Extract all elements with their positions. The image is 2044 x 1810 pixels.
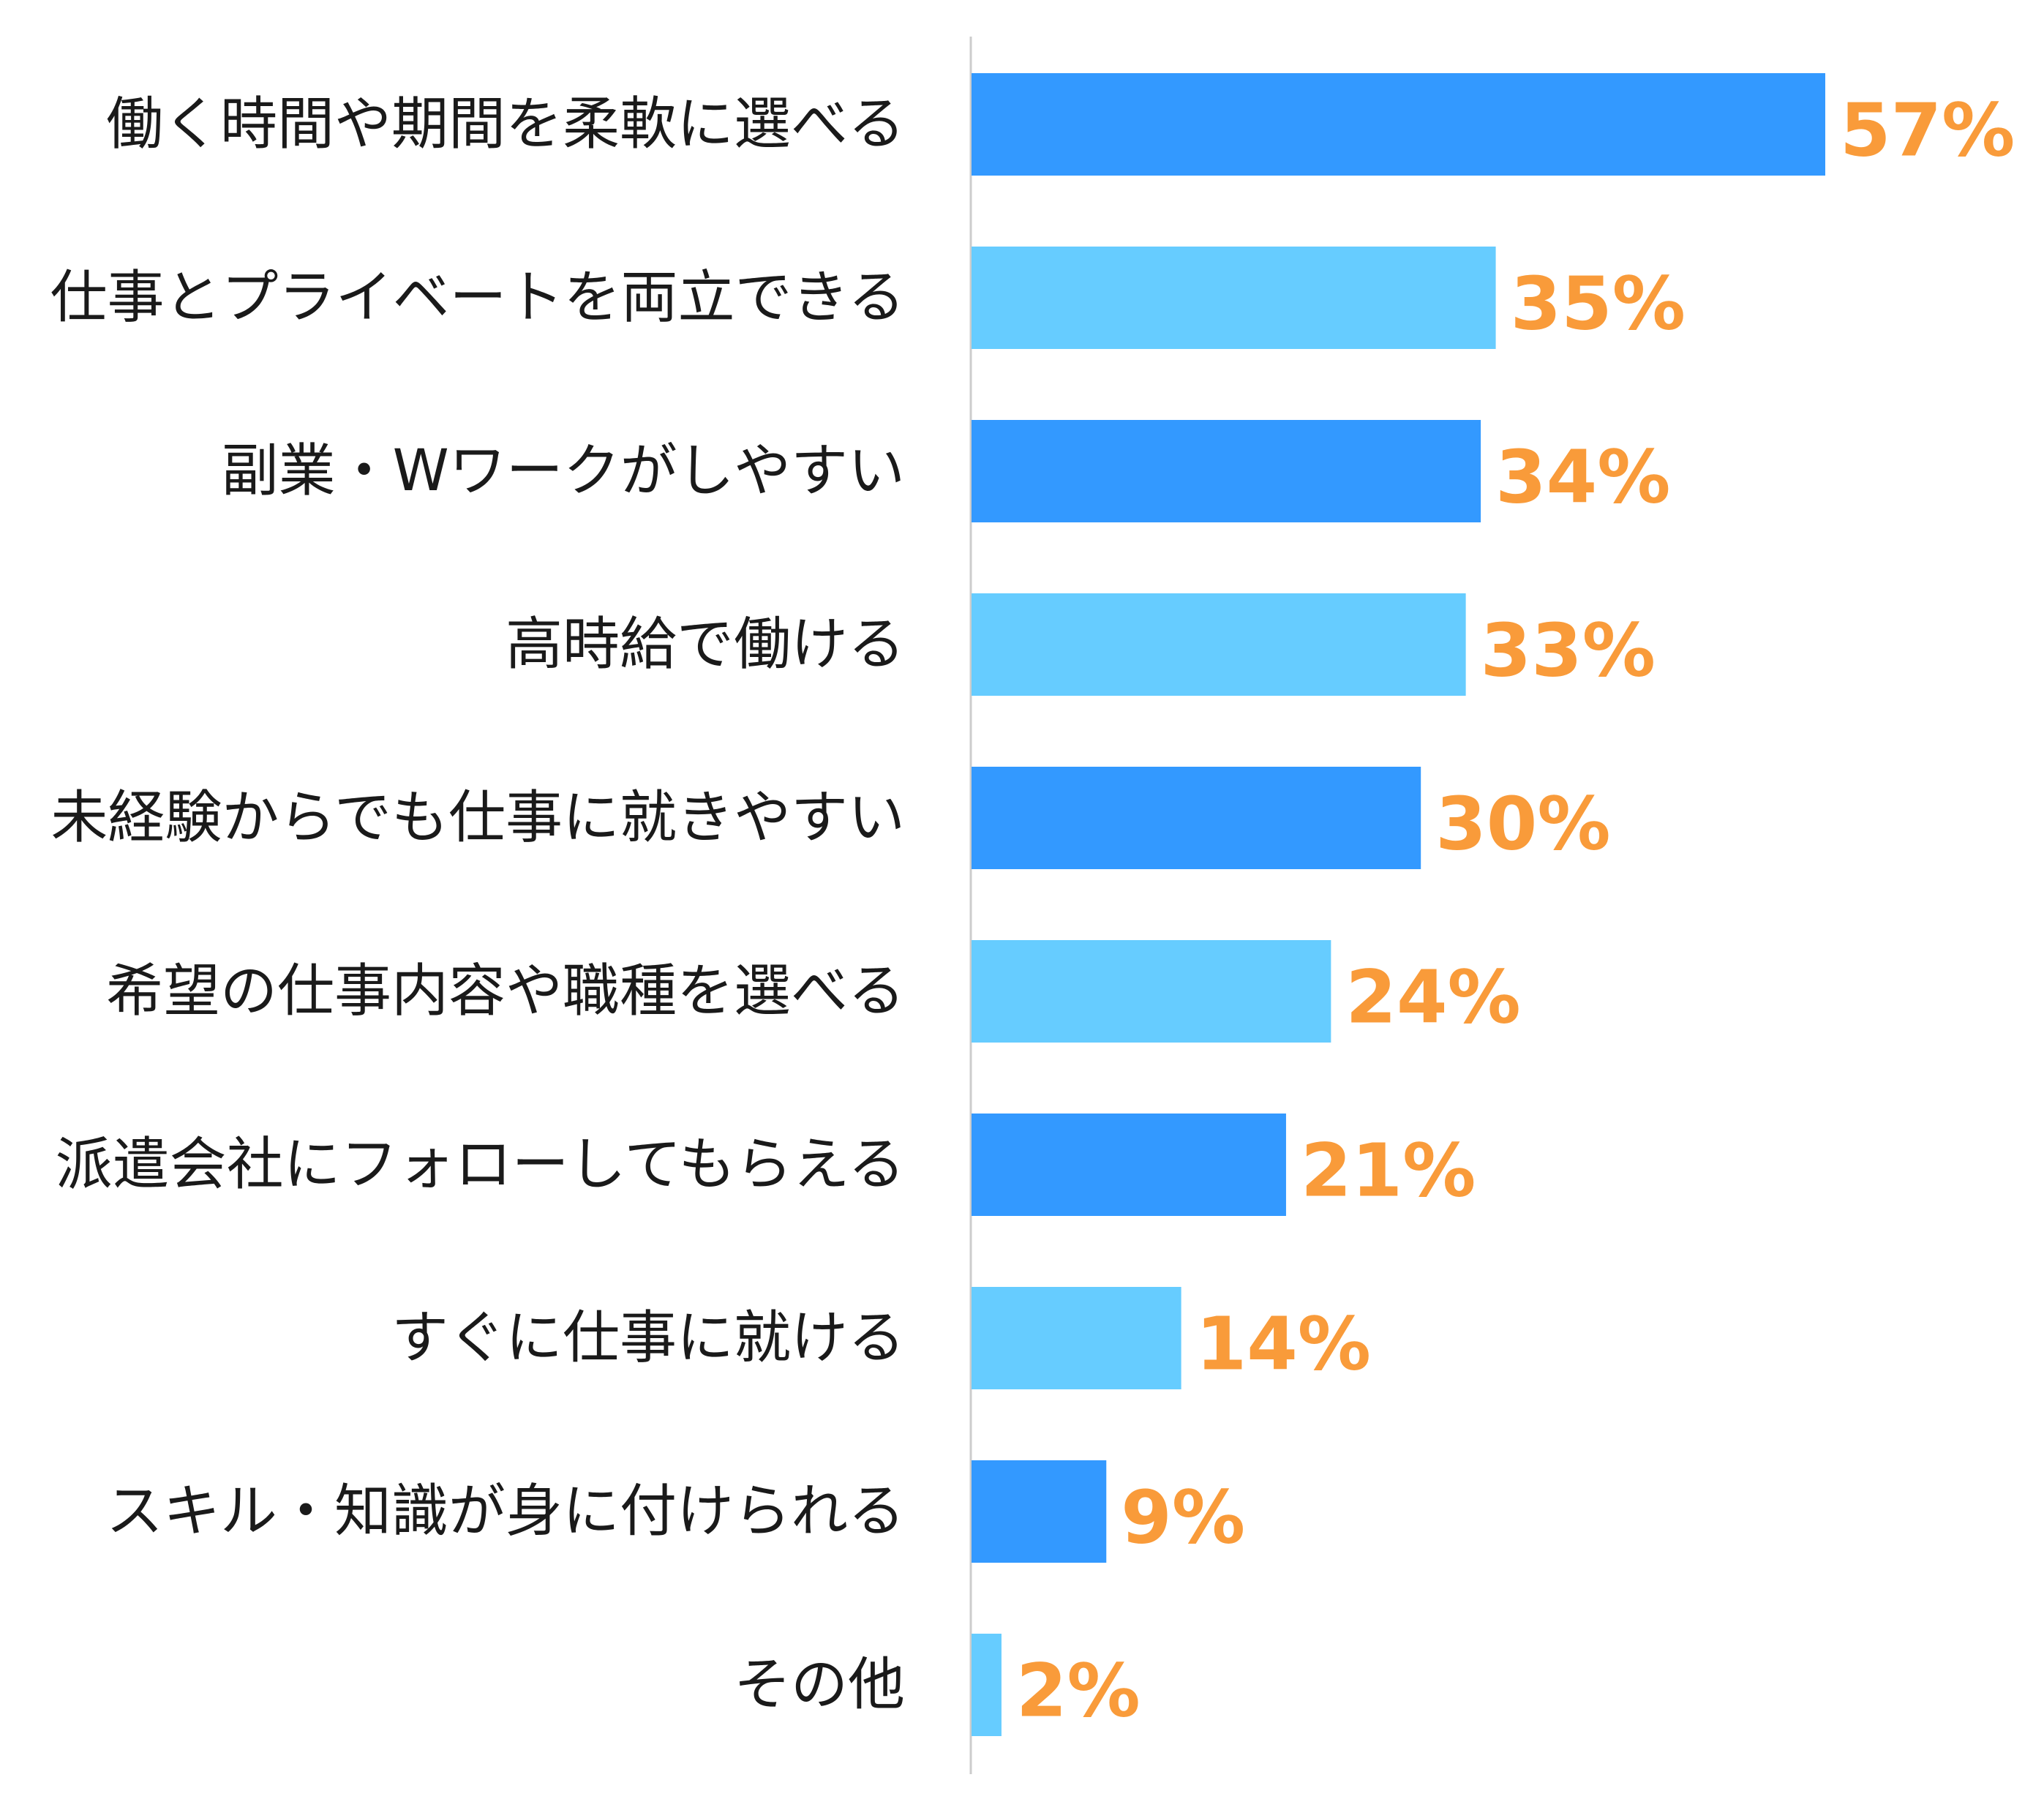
category-label: 派遣会社にフォローしてもらえる (56, 1132, 905, 1198)
bar (972, 1114, 1286, 1216)
category-label: 希望の仕事内容や職種を選べる (106, 958, 905, 1024)
bar (972, 940, 1331, 1043)
bar (972, 593, 1466, 696)
category-label: 働く時間や期間を柔軟に選べる (106, 91, 905, 157)
value-label: 34% (1495, 435, 1670, 520)
category-label: 未経験からでも仕事に就きやすい (50, 785, 905, 851)
value-label: 14% (1196, 1302, 1371, 1387)
bar (972, 767, 1421, 869)
category-label: 副業・Wワークがしやすい (222, 438, 905, 504)
category-labels: 働く時間や期間を柔軟に選べる仕事とプライベートを両立できる副業・Wワークがしやす… (50, 91, 905, 1718)
value-label: 33% (1481, 608, 1656, 694)
category-label: すぐに仕事に就ける (391, 1305, 905, 1371)
bar (972, 1460, 1107, 1563)
bar (972, 420, 1481, 522)
value-label: 24% (1345, 955, 1520, 1040)
value-label: 21% (1301, 1128, 1476, 1214)
category-label: 高時給で働ける (506, 612, 905, 677)
bar (972, 73, 1825, 176)
category-label: その他 (734, 1652, 905, 1718)
category-label: 仕事とプライベートを両立できる (50, 265, 905, 331)
value-labels: 57% 35% 34% 33% 30% 24% 21% 14% 9% 2% (1016, 88, 2015, 1734)
bar (972, 1634, 1002, 1736)
category-label: スキル・知識が身に付けられる (106, 1479, 905, 1544)
value-label: 35% (1511, 261, 1686, 347)
bar (972, 247, 1496, 349)
value-label: 30% (1435, 781, 1610, 867)
bar (972, 1287, 1181, 1389)
bars (972, 73, 1825, 1736)
value-label: 9% (1121, 1475, 1245, 1561)
value-label: 57% (1840, 88, 2015, 173)
value-label: 2% (1016, 1648, 1141, 1734)
